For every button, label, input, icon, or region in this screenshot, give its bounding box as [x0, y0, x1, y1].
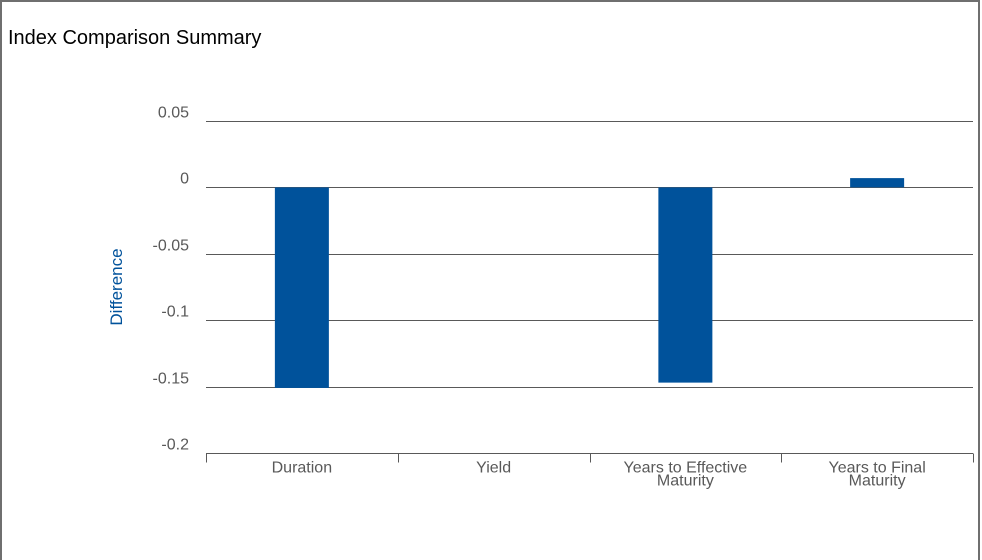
bars [274, 178, 905, 388]
bar [274, 187, 329, 388]
category-label: Years to Final Maturity [829, 460, 926, 490]
category-labels: Duration Yield Years to Effective Maturity Y… [272, 460, 926, 490]
category-label: Yield [476, 460, 511, 477]
y-tick-labels: 0.05 0 -0.05 -0.1 -0.15 -0.2 [153, 105, 190, 454]
category-label: Years to Effective Maturity [624, 460, 748, 490]
grid-layer [206, 121, 973, 388]
bar [850, 178, 905, 188]
x-axis [206, 453, 974, 463]
y-tick-label: -0.15 [153, 371, 190, 388]
bar [658, 187, 713, 383]
category-label: Duration [272, 460, 332, 477]
y-tick-label: -0.2 [161, 437, 189, 454]
y-tick-label: 0 [180, 171, 189, 188]
y-axis-label: Difference [107, 248, 126, 325]
y-tick-label: -0.05 [153, 238, 190, 255]
y-tick-label: -0.1 [161, 304, 189, 321]
chart-title: Index Comparison Summary [8, 27, 262, 49]
y-tick-label: 0.05 [158, 105, 189, 122]
